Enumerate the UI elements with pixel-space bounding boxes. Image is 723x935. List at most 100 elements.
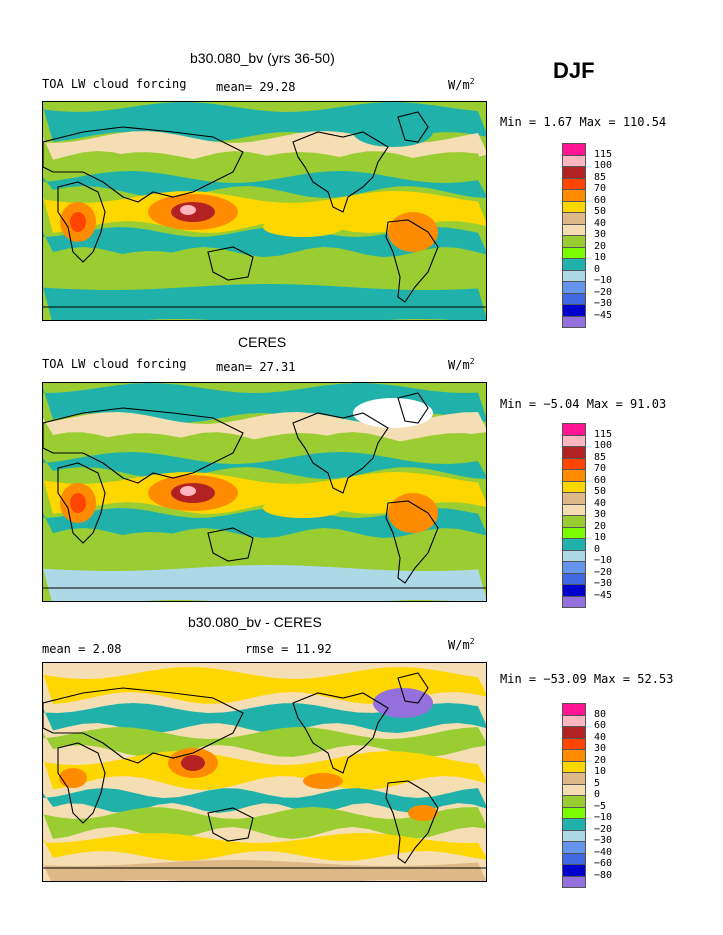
panel1-subtitle: TOA LW cloud forcing: [42, 77, 187, 91]
colorbar-label: 20: [594, 520, 607, 532]
panel1-mean: mean= 29.28: [216, 80, 296, 94]
colorbar-label: −45: [594, 589, 613, 601]
forcing-blob: [70, 212, 86, 232]
colorbar-label: −5: [594, 800, 607, 812]
colorbar-label: 40: [594, 217, 607, 229]
colorbar-label: −10: [594, 275, 613, 286]
forcing-band: [43, 227, 486, 257]
colorbar-label: 50: [594, 486, 607, 497]
colorbar-label: −20: [594, 286, 613, 298]
coastline: [385, 219, 439, 303]
forcing-band: [43, 703, 486, 733]
coastline: [397, 111, 429, 143]
panel2-subtitle: TOA LW cloud forcing: [42, 357, 187, 371]
map-field: [43, 383, 486, 601]
forcing-blob: [263, 217, 343, 237]
colorbar-label: −45: [594, 309, 613, 321]
forcing-band: [43, 508, 486, 538]
panel3-mean: mean = 2.08: [42, 642, 122, 656]
colorbar-label: 85: [594, 171, 607, 183]
forcing-blob: [388, 493, 438, 533]
coastline: [397, 672, 429, 704]
colorbar-label: 85: [594, 451, 607, 463]
forcing-blob: [373, 688, 433, 718]
colorbar-label: 30: [594, 229, 607, 240]
panel1-map: [42, 101, 487, 321]
colorbar-label: 10: [594, 532, 607, 543]
colorbar-label: −80: [594, 869, 613, 881]
coastline: [397, 392, 429, 424]
colorbar-label: −10: [594, 555, 613, 566]
colorbar-label: 30: [594, 743, 607, 754]
forcing-band: [43, 860, 486, 881]
colorbar-label: 70: [594, 463, 607, 474]
colorbar-label: 60: [594, 474, 607, 486]
colorbar-label: 100: [594, 440, 613, 451]
colorbar-label: 20: [594, 754, 607, 766]
forcing-blob: [181, 755, 205, 771]
colorbar-label: 0: [594, 789, 601, 800]
panel2-title: CERES: [238, 334, 287, 350]
map-field: [43, 663, 486, 881]
forcing-blob: [263, 498, 343, 518]
season-label: DJF: [553, 58, 595, 83]
colorbar-label: 115: [594, 428, 613, 440]
coastline: [43, 687, 244, 764]
colorbar-label: 80: [594, 708, 607, 720]
colorbar-label: 0: [594, 543, 601, 555]
forcing-band: [43, 727, 486, 757]
coastline: [292, 692, 389, 774]
colorbar-label: 115: [594, 148, 613, 160]
forcing-blob: [388, 212, 438, 252]
colorbar-swatch: [562, 315, 586, 328]
forcing-band: [43, 751, 486, 790]
colorbar-label: 40: [594, 731, 607, 743]
forcing-band: [43, 565, 486, 601]
panel3-rmse: rmse = 11.92: [245, 642, 332, 656]
coastline: [207, 807, 254, 842]
forcing-blob: [180, 486, 196, 496]
coastline: [292, 131, 389, 213]
forcing-band: [43, 284, 486, 320]
colorbar-label: −30: [594, 298, 613, 309]
coastline: [207, 246, 254, 281]
colorbar-label: 5: [594, 777, 601, 789]
forcing-band: [43, 788, 486, 813]
colorbar-label: 20: [594, 240, 607, 252]
panel1-minmax: Min = 1.67 Max = 110.54: [500, 115, 667, 129]
colorbar-label: 30: [594, 509, 607, 520]
colorbar-label: 100: [594, 160, 613, 171]
forcing-band: [43, 807, 486, 839]
colorbar-label: 60: [594, 720, 607, 731]
panel2-minmax: Min = −5.04 Max = 91.03: [500, 397, 667, 411]
coastline: [57, 742, 106, 824]
colorbar-label: −30: [594, 835, 613, 846]
panel2-map: [42, 382, 487, 602]
colorbar-label: −20: [594, 823, 613, 835]
panel1-title: b30.080_bv (yrs 36-50): [190, 50, 335, 66]
colorbar-label: 40: [594, 497, 607, 509]
forcing-blob: [180, 205, 196, 215]
colorbar-label: 10: [594, 766, 607, 777]
forcing-band: [43, 251, 486, 288]
panel2-mean: mean= 27.31: [216, 360, 296, 374]
panel3-title: b30.080_bv - CERES: [188, 614, 322, 630]
panel3-unit: W/m2: [448, 637, 475, 652]
forcing-band: [43, 532, 486, 569]
forcing-blob: [408, 805, 438, 821]
forcing-band: [43, 171, 486, 198]
forcing-blob: [353, 117, 433, 147]
coastline: [57, 462, 106, 544]
colorbar-label: 60: [594, 194, 607, 206]
colorbar-label: 70: [594, 183, 607, 194]
forcing-band: [43, 667, 486, 704]
colorbar-label: −40: [594, 846, 613, 858]
panel3-minmax: Min = −53.09 Max = 52.53: [500, 672, 674, 686]
panel3-map: [42, 662, 487, 882]
coastline: [385, 500, 439, 584]
colorbar-swatch: [562, 875, 586, 888]
coastline: [57, 181, 106, 263]
colorbar-label: 50: [594, 206, 607, 217]
forcing-blob: [303, 773, 343, 789]
colorbar-label: −60: [594, 858, 613, 869]
